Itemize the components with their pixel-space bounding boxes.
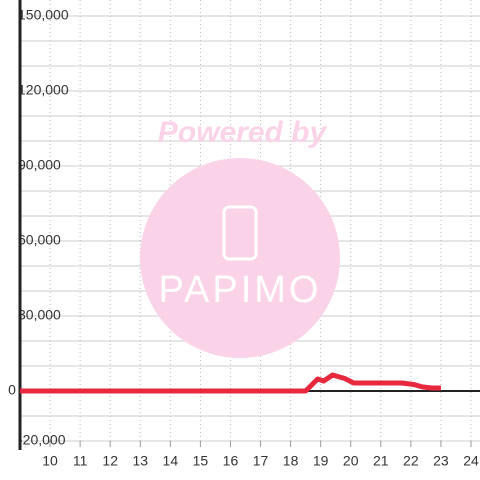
x-tick-label: 18: [283, 453, 299, 469]
x-tick-label: 23: [433, 453, 449, 469]
x-tick-label: 13: [132, 453, 148, 469]
plot: -20,000 0 30,000 60,000 90,000 120,000 150,000…: [8, 0, 480, 469]
y-tick-label: 60,000: [18, 232, 61, 248]
y-tick-label: 150,000: [18, 7, 69, 23]
y-tick-label: 0: [8, 382, 16, 398]
x-tick-label: 16: [223, 453, 239, 469]
x-tick-label: 12: [102, 453, 118, 469]
x-tick-label: 22: [403, 453, 419, 469]
x-tick-label: 15: [193, 453, 209, 469]
watermark: Powered by PAPIMO: [140, 116, 340, 358]
watermark-phone: [222, 205, 258, 261]
data-line: [20, 372, 441, 394]
x-tick-label: 24: [463, 453, 479, 469]
x-tick-label: 14: [163, 453, 179, 469]
y-tick-label: 120,000: [18, 82, 69, 98]
x-tick-label: 21: [373, 453, 389, 469]
x-tick-label: 19: [313, 453, 329, 469]
watermark-logo: PAPIMO: [159, 269, 322, 311]
watermark-text: Powered by: [158, 116, 328, 149]
x-tick-label: 17: [253, 453, 269, 469]
x-tick-label: 11: [73, 453, 88, 469]
y-tick-label: -20,000: [18, 432, 66, 448]
x-tick-label: 20: [343, 453, 359, 469]
y-tick-label: 90,000: [18, 157, 61, 173]
x-tick-label: 10: [42, 453, 58, 469]
y-tick-label: 30,000: [18, 307, 61, 323]
